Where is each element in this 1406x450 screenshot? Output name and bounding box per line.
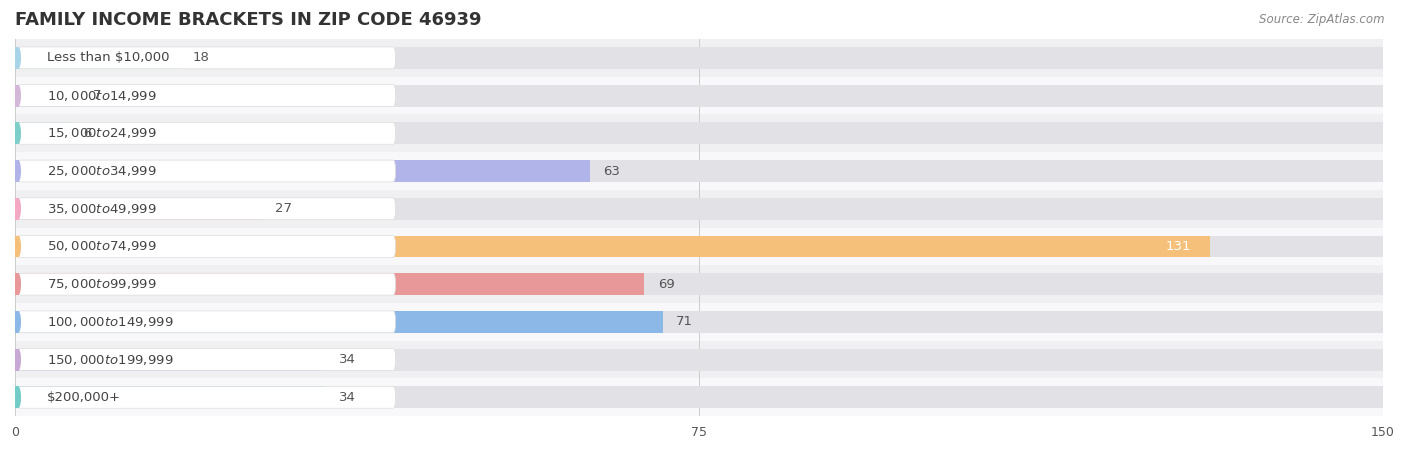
Circle shape: [15, 312, 20, 332]
Text: 6: 6: [83, 127, 91, 140]
Text: $10,000 to $14,999: $10,000 to $14,999: [46, 89, 156, 103]
Text: FAMILY INCOME BRACKETS IN ZIP CODE 46939: FAMILY INCOME BRACKETS IN ZIP CODE 46939: [15, 11, 482, 29]
Circle shape: [15, 161, 20, 181]
Text: $50,000 to $74,999: $50,000 to $74,999: [46, 239, 156, 253]
Text: 69: 69: [658, 278, 675, 291]
Circle shape: [15, 198, 20, 219]
Text: 7: 7: [93, 89, 101, 102]
FancyBboxPatch shape: [18, 273, 395, 295]
Bar: [15, 47, 179, 69]
Text: $150,000 to $199,999: $150,000 to $199,999: [46, 353, 173, 367]
Bar: [15, 235, 1384, 257]
Circle shape: [15, 123, 20, 144]
FancyBboxPatch shape: [18, 198, 395, 220]
Bar: [15, 378, 1384, 416]
Circle shape: [15, 274, 20, 294]
Text: $75,000 to $99,999: $75,000 to $99,999: [46, 277, 156, 291]
FancyBboxPatch shape: [18, 47, 395, 69]
Bar: [15, 349, 1384, 370]
Bar: [15, 349, 325, 370]
Circle shape: [15, 387, 20, 408]
Bar: [15, 311, 1384, 333]
Bar: [15, 198, 262, 220]
Text: 34: 34: [339, 353, 356, 366]
Bar: [15, 122, 1384, 144]
Text: 63: 63: [603, 165, 620, 177]
Circle shape: [15, 86, 20, 106]
Bar: [15, 85, 79, 107]
Bar: [15, 387, 325, 408]
FancyBboxPatch shape: [18, 311, 395, 333]
Bar: [15, 122, 70, 144]
Text: $200,000+: $200,000+: [46, 391, 121, 404]
Text: 27: 27: [276, 202, 292, 215]
Bar: [15, 273, 1384, 295]
Bar: [15, 47, 1384, 69]
Bar: [15, 198, 1384, 220]
Bar: [15, 160, 589, 182]
FancyBboxPatch shape: [18, 235, 395, 257]
Text: $35,000 to $49,999: $35,000 to $49,999: [46, 202, 156, 216]
Bar: [15, 160, 1384, 182]
FancyBboxPatch shape: [18, 160, 395, 182]
Bar: [15, 39, 1384, 76]
FancyBboxPatch shape: [18, 85, 395, 107]
Bar: [15, 341, 1384, 378]
Text: 18: 18: [193, 51, 209, 64]
Text: Less than $10,000: Less than $10,000: [46, 51, 170, 64]
Circle shape: [15, 236, 20, 256]
Bar: [15, 228, 1384, 266]
Text: $100,000 to $149,999: $100,000 to $149,999: [46, 315, 173, 329]
Bar: [15, 266, 1384, 303]
Text: 34: 34: [339, 391, 356, 404]
Bar: [15, 311, 662, 333]
FancyBboxPatch shape: [18, 387, 395, 408]
Text: 71: 71: [676, 315, 693, 328]
Bar: [15, 387, 1384, 408]
Text: 131: 131: [1166, 240, 1191, 253]
Bar: [15, 152, 1384, 190]
Text: $25,000 to $34,999: $25,000 to $34,999: [46, 164, 156, 178]
Circle shape: [15, 48, 20, 68]
FancyBboxPatch shape: [18, 122, 395, 144]
Bar: [15, 85, 1384, 107]
Bar: [15, 235, 1209, 257]
Circle shape: [15, 349, 20, 370]
Text: $15,000 to $24,999: $15,000 to $24,999: [46, 126, 156, 140]
Bar: [15, 303, 1384, 341]
Bar: [15, 190, 1384, 228]
FancyBboxPatch shape: [18, 349, 395, 370]
Bar: [15, 76, 1384, 114]
Text: Source: ZipAtlas.com: Source: ZipAtlas.com: [1260, 14, 1385, 27]
Bar: [15, 114, 1384, 152]
Bar: [15, 273, 644, 295]
